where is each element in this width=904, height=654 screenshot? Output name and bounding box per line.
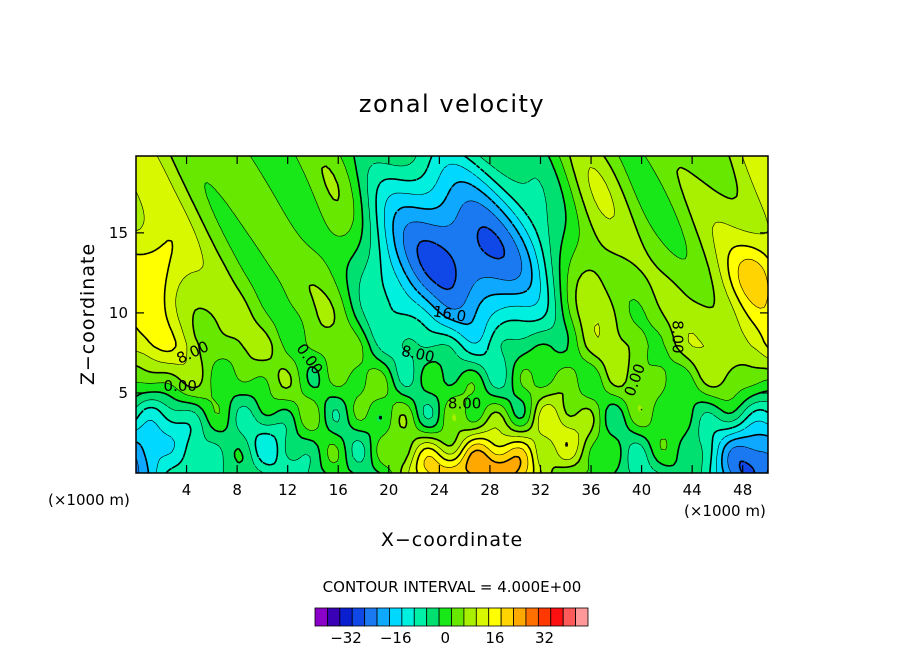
- contour-4: [135, 155, 769, 474]
- y-axis-label: Z−coordinate: [77, 243, 99, 385]
- colorbar-swatch: [537, 607, 552, 627]
- colorbar-swatch: [513, 607, 527, 627]
- contour--12: [135, 163, 769, 474]
- contour--16: [135, 181, 769, 474]
- x-tick-label: 16: [329, 481, 348, 499]
- colorbar-swatch: [562, 607, 576, 627]
- contour-24: [465, 449, 522, 474]
- colorbar-swatch: [575, 607, 589, 627]
- contour-0: [135, 155, 769, 474]
- colorbar-swatch: [550, 607, 564, 627]
- x-tick-label: 48: [733, 481, 752, 499]
- contour-interval-label: CONTOUR INTERVAL = 4.000E+00: [323, 578, 582, 596]
- x-tick-label: 12: [278, 481, 297, 499]
- contour-label: 16.0: [432, 302, 468, 326]
- x-tick-label: 20: [379, 481, 398, 499]
- colorbar-swatch: [463, 607, 477, 627]
- contour-label: 8.00: [668, 320, 686, 353]
- colorbar-swatch: [413, 607, 428, 627]
- contour-lines: [135, 155, 769, 474]
- chart-title: zonal velocity: [359, 90, 545, 118]
- colorbar-swatch: [451, 607, 465, 627]
- colorbar-swatch: [500, 607, 514, 627]
- x-unit-right: (×1000 m): [684, 502, 766, 520]
- plot-frame: [135, 155, 769, 474]
- x-axis-ticks: 4 8 12 16 20 24 28 32 36 40 44 48: [182, 156, 752, 499]
- contour-20: [423, 258, 769, 474]
- colorbar-swatch: [351, 607, 366, 627]
- contour--24: [416, 226, 756, 474]
- x-tick-label: 24: [430, 481, 449, 499]
- colorbar-tick-label: 16: [485, 629, 504, 647]
- colorbar-tick-label: −32: [330, 629, 362, 647]
- colorbar-swatch: [376, 607, 390, 627]
- colorbar-swatch: [438, 607, 452, 627]
- colorbar-swatch: [327, 607, 341, 627]
- colorbar: [314, 607, 589, 627]
- colorbar-tick-label: −16: [380, 629, 412, 647]
- colorbar-swatch: [339, 607, 353, 627]
- x-unit-left: (×1000 m): [48, 491, 130, 509]
- contour--8: [135, 155, 769, 474]
- x-axis-label: X−coordinate: [381, 529, 523, 551]
- y-tick-label: 15: [109, 224, 128, 242]
- colorbar-swatch: [401, 607, 415, 627]
- contour-label: 0.00: [164, 377, 197, 395]
- x-tick-label: 4: [182, 481, 192, 499]
- contour-label: 8.00: [448, 395, 481, 413]
- contour--4: [135, 155, 768, 474]
- colorbar-ticks: −32 −16 0 16 32: [330, 629, 554, 647]
- x-tick-label: 36: [581, 481, 600, 499]
- colorbar-swatch: [426, 607, 440, 627]
- y-tick-label: 10: [109, 304, 128, 322]
- colorbar-tick-label: 32: [535, 629, 554, 647]
- x-tick-label: 32: [531, 481, 550, 499]
- colorbar-swatch: [488, 607, 502, 627]
- x-tick-label: 8: [232, 481, 242, 499]
- x-tick-label: 44: [683, 481, 702, 499]
- contour-8: [135, 155, 769, 474]
- y-axis-ticks: 5 10 15: [109, 224, 768, 402]
- colorbar-swatch: [525, 607, 539, 627]
- colorbar-swatch: [389, 607, 403, 627]
- colorbar-swatch: [364, 607, 378, 627]
- x-tick-label: 28: [480, 481, 499, 499]
- y-tick-label: 5: [118, 384, 128, 402]
- colorbar-swatch: [475, 607, 490, 627]
- x-tick-label: 40: [632, 481, 651, 499]
- contour--20: [135, 200, 769, 474]
- colorbar-tick-label: 0: [441, 629, 451, 647]
- colorbar-swatch: [314, 607, 328, 627]
- contour-16: [135, 239, 769, 474]
